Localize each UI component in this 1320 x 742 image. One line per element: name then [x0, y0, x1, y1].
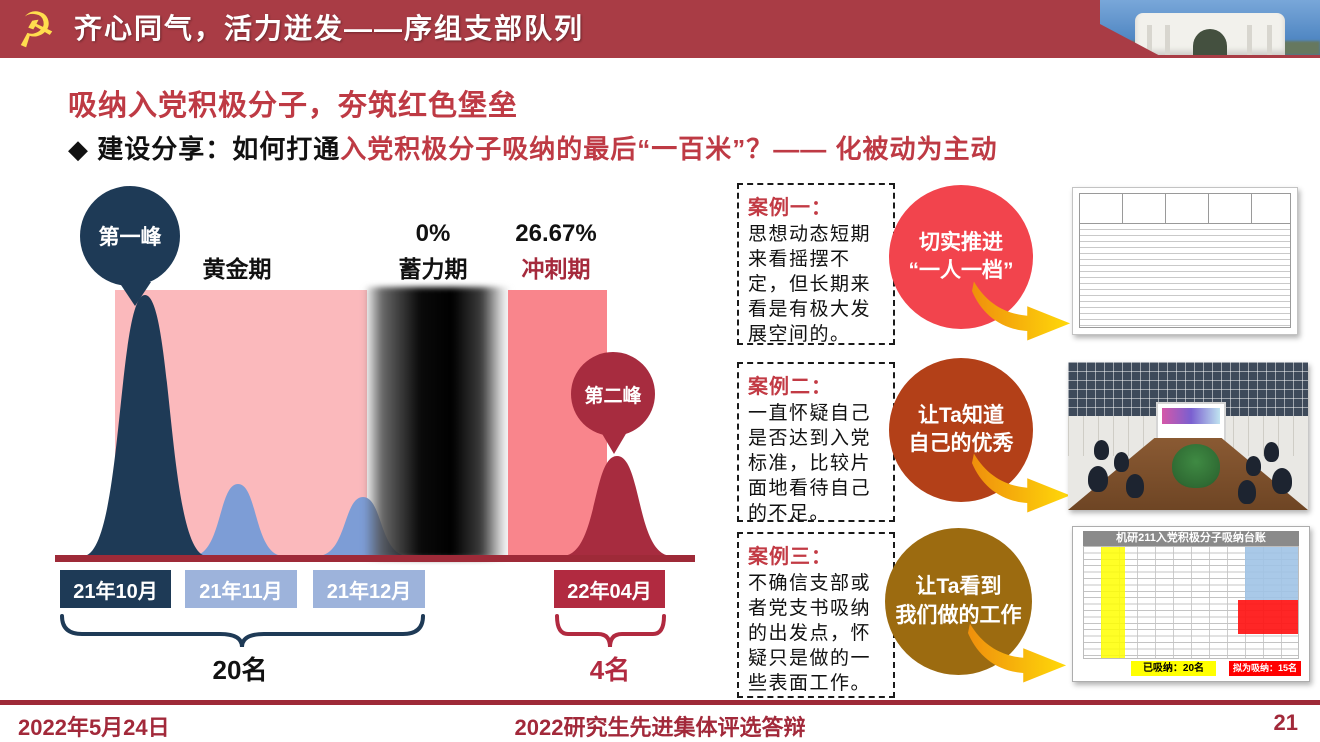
group1-count: 20名 [212, 655, 268, 685]
pin-second-peak-tail [601, 432, 627, 454]
ledger-summary-absorbed: 已吸纳：20名 [1131, 661, 1216, 676]
footer-divider [0, 700, 1320, 705]
phase-rate-sprint: 26.67% [515, 220, 597, 247]
person-figure [1114, 452, 1129, 472]
pin-first-peak: 第一峰 [80, 186, 180, 286]
arrow-icon [968, 623, 1067, 683]
chart-main-peaks [83, 295, 672, 556]
person-figure [1094, 440, 1109, 460]
person-figure [1246, 456, 1261, 476]
ledger-yellow-column [1101, 547, 1125, 658]
action3-line1: 让Ta看到 [915, 575, 1002, 599]
case-box-3: 案例三： 不确信支部或者党支书吸纳的出发点，怀疑只是做的一些表面工作。 [737, 532, 895, 698]
case3-body: 不确信支部或者党支书吸纳的出发点，怀疑只是做的一些表面工作。 [748, 573, 872, 695]
footer-date: 2022年5月24日 [18, 715, 170, 740]
meeting-photo [1068, 362, 1308, 510]
bullet-prefix: ◆ 建设分享：如何打通 [68, 134, 341, 164]
month-box-dec21: 21年12月 [313, 570, 425, 608]
action1-line1: 切实推进 [919, 230, 1003, 254]
phase-rate-store: 0% [415, 220, 451, 247]
photo-slide-content [1162, 408, 1220, 424]
party-emblem-icon: ☭ [9, 0, 61, 59]
action3-line2: 我们做的工作 [895, 603, 1022, 627]
brace-group2 [555, 614, 666, 648]
action-circle-3: 让Ta看到 我们做的工作 [885, 528, 1032, 675]
action2-line2: 自己的优秀 [908, 432, 1014, 455]
action1-line2: “一人一档” [908, 259, 1014, 282]
chart-axis [55, 555, 695, 562]
gate-building [1135, 13, 1285, 55]
month-box-apr22: 22年04月 [554, 570, 665, 608]
photo-projector-screen [1156, 402, 1226, 444]
person-figure [1264, 442, 1279, 462]
header-bottom-strip [1100, 55, 1320, 58]
person-figure [1238, 480, 1256, 504]
person-figure [1088, 466, 1108, 492]
roster-table-rows [1079, 223, 1291, 328]
ledger-sheet-title: 机研211入党积极分子吸纳台账 [1083, 531, 1299, 546]
arrow-icon [972, 281, 1071, 341]
phase-label-golden: 黄金期 [202, 256, 272, 282]
case1-body: 思想动态短期来看摇摆不定，但长期来看是有极大发展空间的。 [748, 224, 872, 346]
page-title: 吸纳入党积极分子，夯筑红色堡垒 [68, 90, 519, 122]
footer-event-title: 2022研究生先进集体评选答辩 [514, 715, 806, 740]
phase-band-store [364, 287, 511, 559]
header-title: 齐心同气，活力迸发——序组支部队列 [74, 13, 585, 44]
case-box-1: 案例一： 思想动态短期来看摇摆不定，但长期来看是有极大发展空间的。 [737, 183, 895, 345]
roster-table-header [1079, 193, 1291, 225]
case2-title: 案例二： [748, 376, 832, 398]
ledger-sheet-image: 机研211入党积极分子吸纳台账 已吸纳：20名 拟为吸纳：15名 [1072, 526, 1310, 682]
action2-line1: 让Ta知道 [918, 403, 1004, 427]
gate-arch [1193, 29, 1227, 55]
arrow-icon [972, 453, 1071, 513]
ledger-blue-cells [1244, 547, 1298, 601]
case1-title: 案例一： [748, 197, 832, 219]
phase-label-sprint: 冲刺期 [521, 256, 591, 282]
person-figure [1272, 468, 1292, 494]
person-figure [1126, 474, 1144, 498]
ledger-sheet-grid [1083, 546, 1299, 659]
month-box-oct21: 21年10月 [60, 570, 171, 608]
photo-plant [1172, 444, 1220, 488]
footer-page-number: 21 [1273, 710, 1298, 735]
gate-column [1165, 25, 1170, 55]
bullet-highlight: 入党积极分子吸纳的最后“一百米”？—— 化被动为主动 [340, 134, 998, 164]
pin-first-peak-tail [119, 282, 151, 306]
case2-body: 一直怀疑自己是否达到入党标准，比较片面地看待自己的不足。 [748, 403, 872, 525]
ledger-summary-planned: 拟为吸纳：15名 [1229, 661, 1301, 676]
action-circle-2: 让Ta知道 自己的优秀 [889, 358, 1033, 502]
action-circle-1: 切实推进 “一人一档” [889, 185, 1033, 329]
case-box-2: 案例二： 一直怀疑自己是否达到入党标准，比较片面地看待自己的不足。 [737, 362, 895, 524]
group2-count: 4名 [589, 655, 631, 685]
ledger-red-cells [1238, 600, 1298, 634]
phase-label-store: 蓄力期 [398, 256, 468, 282]
case3-title: 案例三： [748, 546, 832, 568]
gate-column [1267, 25, 1272, 55]
pin-second-peak: 第二峰 [571, 352, 655, 436]
gate-photo [1100, 0, 1320, 58]
brace-group1 [60, 614, 425, 648]
roster-table-image [1072, 187, 1298, 335]
bullet-line: ◆ 建设分享：如何打通入党积极分子吸纳的最后“一百米”？—— 化被动为主动 [68, 129, 997, 166]
gate-column [1147, 25, 1152, 55]
month-box-nov21: 21年11月 [185, 570, 297, 608]
gate-column [1247, 25, 1252, 55]
